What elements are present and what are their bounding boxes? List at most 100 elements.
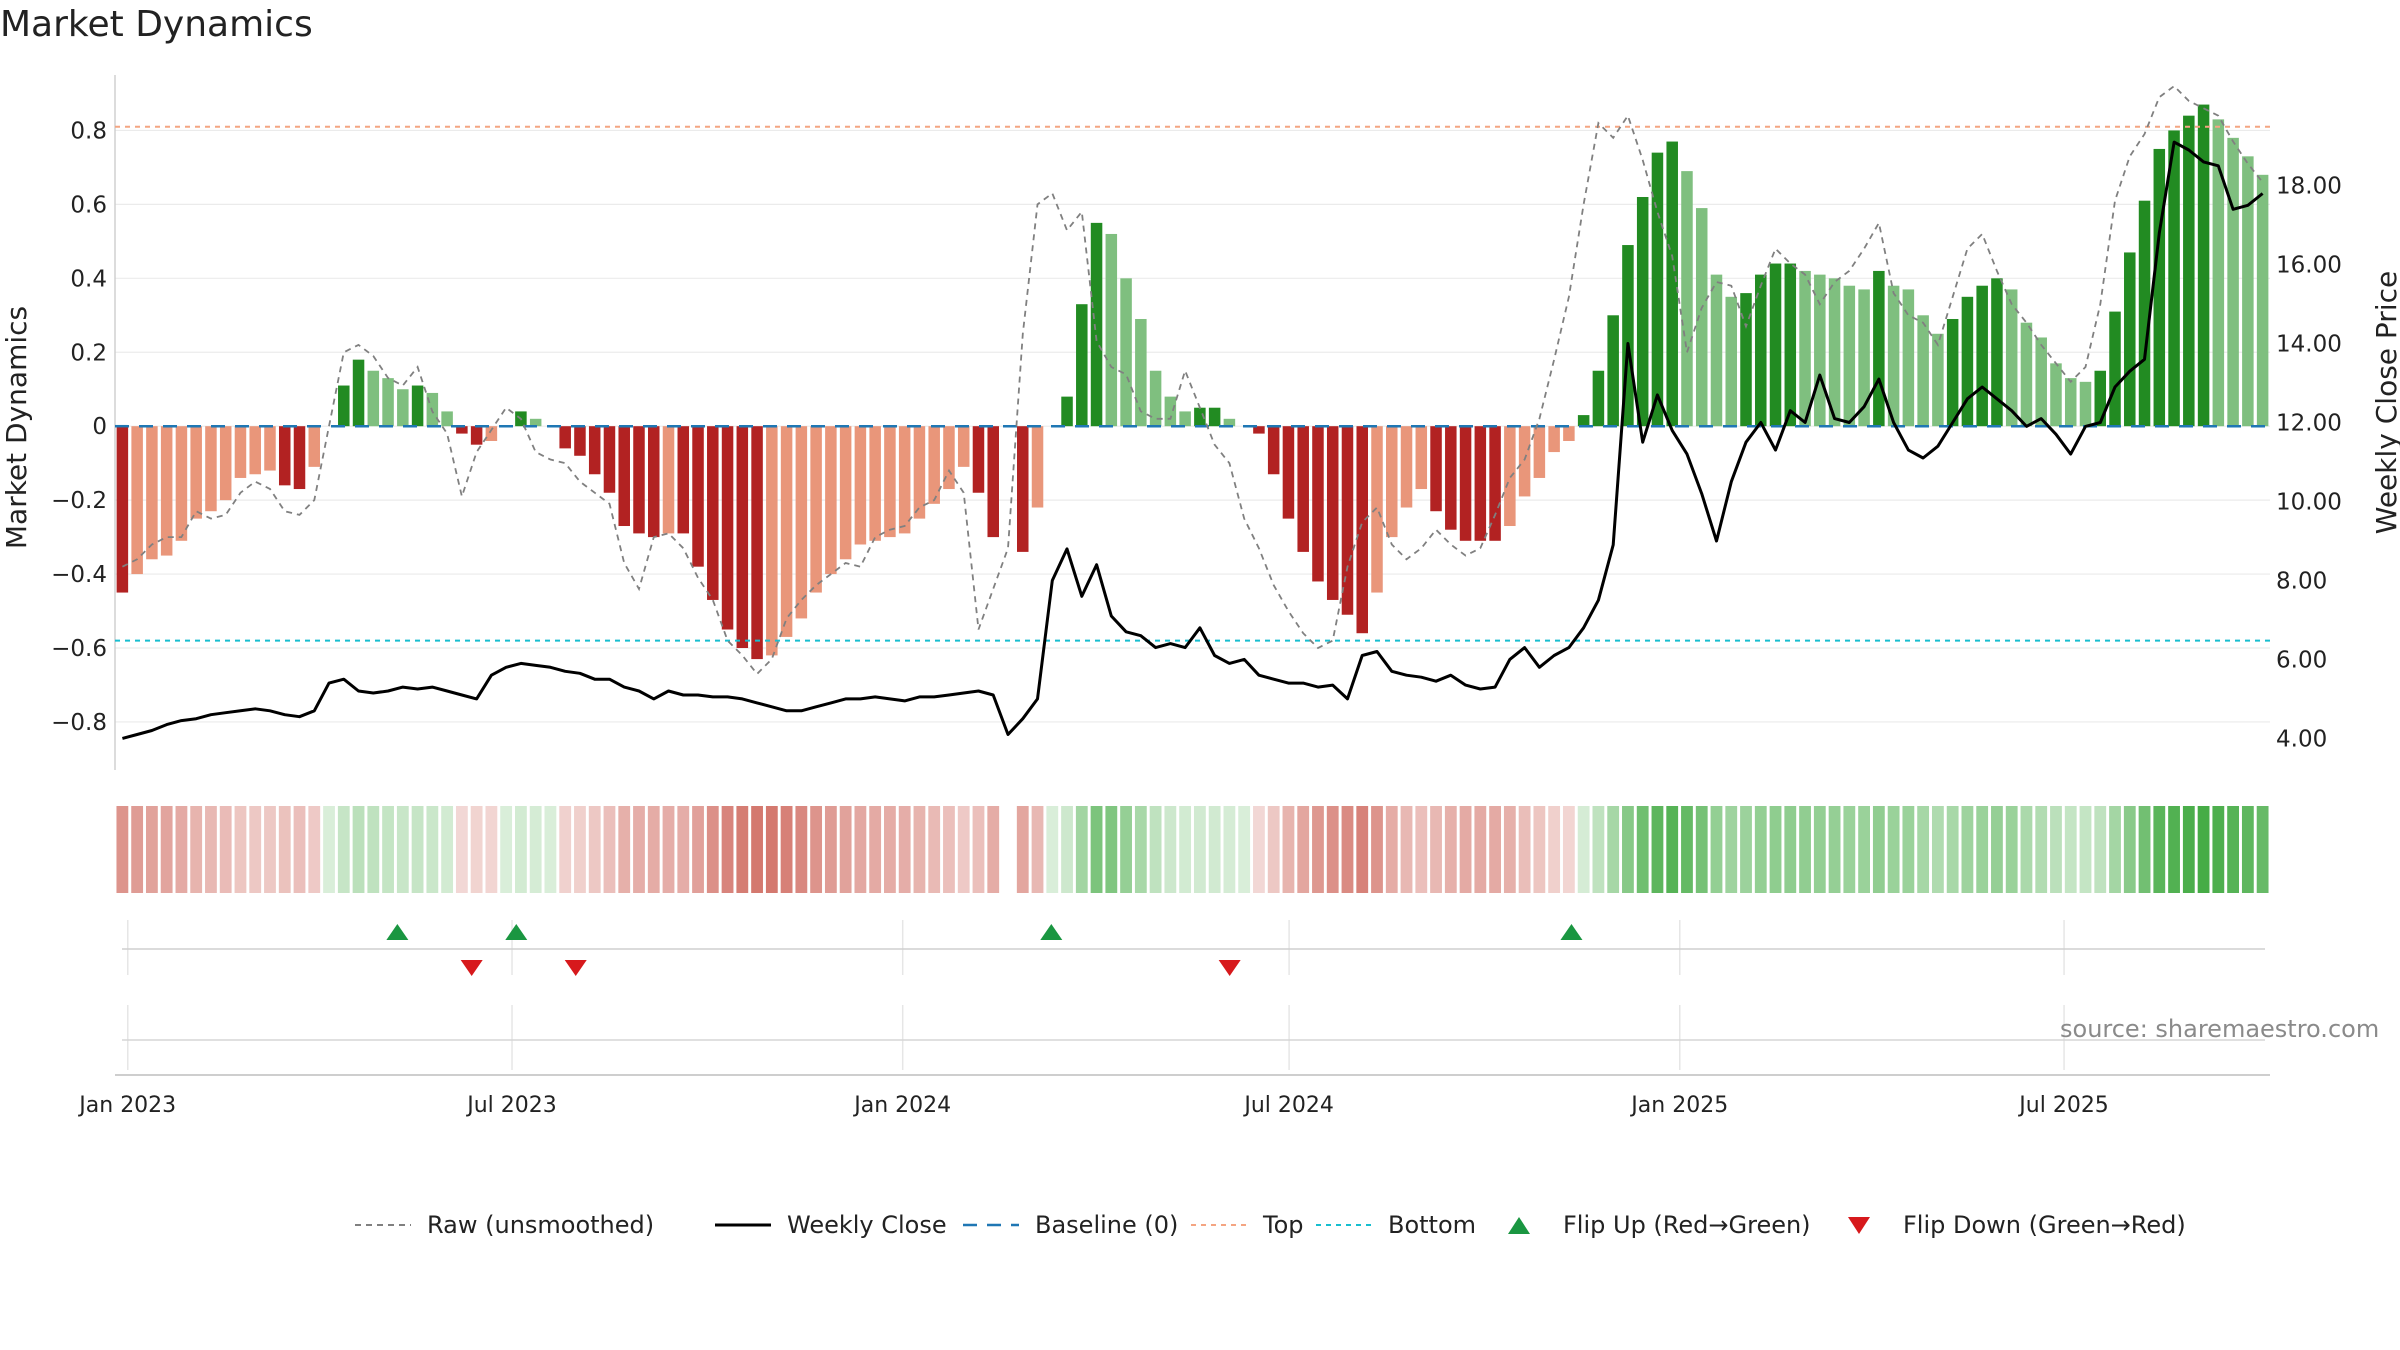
heat-strip-cell bbox=[1917, 806, 1930, 893]
y-left-tick-label: −0.8 bbox=[51, 710, 107, 736]
market-dynamics-bar bbox=[1017, 426, 1029, 552]
heat-strip-cell bbox=[1489, 806, 1501, 893]
market-dynamics-bar bbox=[441, 411, 453, 427]
market-dynamics-bar bbox=[692, 426, 704, 567]
legend-item: Top bbox=[1191, 1211, 1304, 1239]
market-dynamics-bar bbox=[1946, 318, 1959, 427]
heat-strip-cell bbox=[2197, 806, 2210, 893]
heat-strip-cell bbox=[2094, 806, 2107, 893]
flip-up-marker bbox=[1560, 924, 1583, 940]
market-dynamics-bar bbox=[1208, 407, 1221, 427]
heat-strip-cell bbox=[1061, 806, 1073, 893]
market-dynamics-bar bbox=[721, 426, 734, 630]
heat-strip-cell bbox=[1622, 806, 1634, 893]
market-dynamics-bar bbox=[2005, 289, 2018, 427]
heat-strip-cell bbox=[1046, 806, 1059, 893]
y-right-tick-label: 8.00 bbox=[2276, 568, 2327, 594]
legend-swatch-flip-up bbox=[1508, 1217, 1530, 1234]
market-dynamics-bar bbox=[146, 426, 158, 560]
heat-strip-cell bbox=[264, 806, 276, 893]
market-dynamics-bar bbox=[662, 426, 675, 534]
market-dynamics-bar bbox=[2094, 370, 2107, 427]
heat-strip-cell bbox=[765, 806, 778, 893]
heat-strip-cell bbox=[2168, 806, 2180, 893]
market-dynamics-bar bbox=[190, 426, 202, 519]
flip-up-marker bbox=[386, 924, 409, 940]
market-dynamics-bar bbox=[1681, 171, 1693, 427]
x-tick-label: Jul 2023 bbox=[465, 1093, 557, 1118]
legend-item: Raw (unsmoothed) bbox=[355, 1211, 654, 1239]
heat-strip-cell bbox=[913, 806, 926, 893]
heat-strip-cell bbox=[1681, 806, 1693, 893]
market-dynamics-bar bbox=[839, 426, 852, 560]
heat-strip-cell bbox=[2020, 806, 2033, 893]
market-dynamics-bar bbox=[825, 426, 837, 575]
legend-item: Baseline (0) bbox=[963, 1211, 1178, 1239]
market-dynamics-bar bbox=[1430, 426, 1442, 512]
heat-strip-cell bbox=[1799, 806, 1811, 893]
legend-label: Weekly Close bbox=[787, 1211, 947, 1239]
market-dynamics-bar bbox=[1282, 426, 1295, 519]
market-dynamics-bar bbox=[618, 426, 630, 527]
market-dynamics-bar bbox=[411, 385, 424, 427]
heat-strip-cell bbox=[662, 806, 675, 893]
heat-strip-cell bbox=[1931, 806, 1944, 893]
market-dynamics-bar bbox=[160, 426, 173, 556]
y-left-tick-label: 0 bbox=[92, 414, 107, 440]
market-dynamics-bar bbox=[1622, 245, 1634, 427]
heat-strip-cell bbox=[1518, 806, 1531, 893]
market-dynamics-bar bbox=[1076, 304, 1088, 427]
heat-strip-cell bbox=[1503, 806, 1516, 893]
heat-strip-cell bbox=[1415, 806, 1428, 893]
heat-strip-cell bbox=[485, 806, 498, 893]
heat-strip-cell bbox=[957, 806, 970, 893]
heat-strip-cell bbox=[1976, 806, 1989, 893]
flip-up-marker bbox=[1040, 924, 1063, 940]
market-dynamics-bar bbox=[1991, 278, 2003, 427]
x-tick-label: Jan 2023 bbox=[77, 1093, 176, 1118]
market-dynamics-bar bbox=[1135, 318, 1147, 427]
market-dynamics-bar bbox=[116, 426, 129, 593]
heat-strip-cell bbox=[751, 806, 763, 893]
market-dynamics-bar bbox=[1607, 315, 1619, 427]
heat-strip-cell bbox=[544, 806, 557, 893]
market-dynamics-bar bbox=[854, 426, 867, 545]
y-left-tick-label: 0.8 bbox=[70, 118, 107, 144]
y-left-tick-label: 0.6 bbox=[70, 192, 107, 218]
heat-strip-cell bbox=[1444, 806, 1457, 893]
market-dynamics-bar bbox=[1666, 141, 1678, 427]
heat-strip-cell bbox=[1149, 806, 1162, 893]
heat-strip-cell bbox=[677, 806, 690, 893]
market-dynamics-bar bbox=[1917, 315, 1929, 427]
x-tick-label: Jan 2025 bbox=[1629, 1093, 1728, 1118]
flip-down-marker bbox=[1218, 960, 1241, 976]
heat-strip-cell bbox=[1725, 806, 1738, 893]
legend-item: Flip Up (Red→Green) bbox=[1508, 1211, 1811, 1239]
heat-strip-cell bbox=[278, 806, 291, 893]
heat-strip-cell bbox=[1223, 806, 1236, 893]
market-dynamics-bar bbox=[1386, 426, 1398, 538]
market-dynamics-bar bbox=[293, 426, 306, 490]
market-dynamics-bar bbox=[397, 389, 409, 427]
market-dynamics-bar bbox=[633, 426, 645, 534]
heat-strip-cell bbox=[411, 806, 424, 893]
market-dynamics-bar bbox=[264, 426, 276, 471]
market-dynamics-bar bbox=[1828, 278, 1841, 427]
market-dynamics-bar bbox=[766, 426, 778, 656]
legend-swatch-flip-down bbox=[1848, 1217, 1870, 1234]
weekly-close-line bbox=[122, 140, 2264, 740]
heat-strip-cell bbox=[2050, 806, 2062, 893]
y-right-tick-label: 10.00 bbox=[2276, 489, 2342, 515]
market-dynamics-bar bbox=[308, 426, 321, 467]
heat-strip-cell bbox=[2241, 806, 2254, 893]
market-dynamics-bar bbox=[1932, 333, 1944, 427]
heat-strip-cell bbox=[116, 806, 129, 893]
heat-strip-cell bbox=[1754, 806, 1767, 893]
market-dynamics-bar bbox=[751, 426, 763, 660]
market-dynamics-bar bbox=[1799, 270, 1811, 427]
heat-strip-cell bbox=[1577, 806, 1590, 893]
market-dynamics-bar bbox=[987, 426, 999, 538]
market-dynamics-bar bbox=[1784, 263, 1797, 427]
market-dynamics-bar bbox=[928, 426, 940, 504]
